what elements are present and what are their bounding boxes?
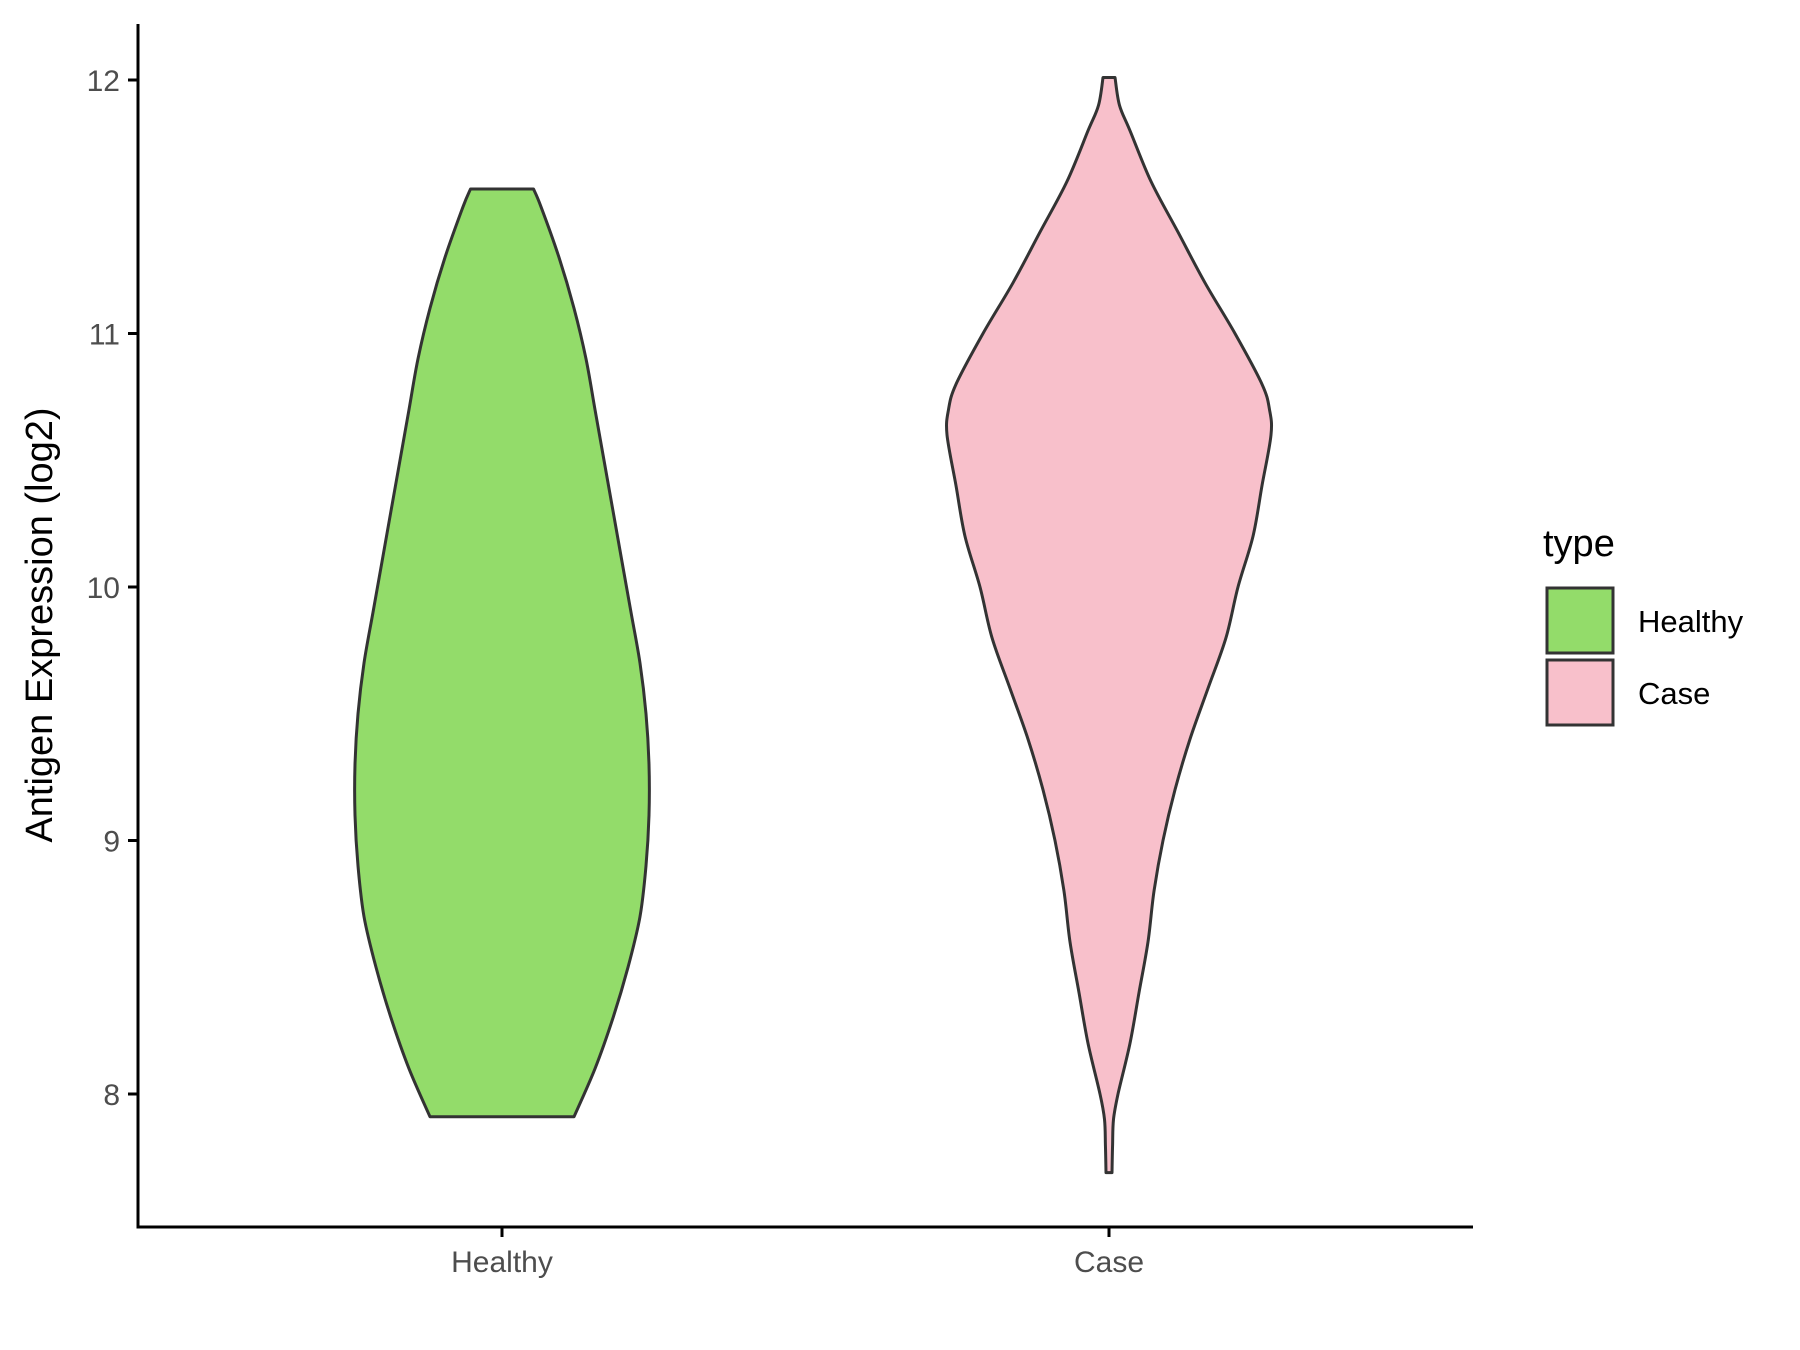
y-axis-ticks: 8 9 10 11 12 — [87, 65, 138, 1112]
legend-label-healthy: Healthy — [1638, 604, 1744, 639]
y-tick-label-8: 8 — [103, 1079, 120, 1112]
plot-area: 8 9 10 11 12 Healthy Case — [87, 24, 1473, 1279]
violin-case — [945, 76, 1274, 1175]
legend-swatch-case — [1545, 658, 1615, 727]
legend-swatch-healthy — [1545, 586, 1615, 655]
y-axis-title: Antigen Expression (log2) — [19, 407, 61, 842]
y-tick-label-12: 12 — [87, 65, 120, 98]
x-tick-label-healthy: Healthy — [451, 1246, 553, 1279]
y-tick-label-11: 11 — [89, 319, 120, 352]
violins — [353, 76, 1274, 1175]
x-tick-label-case: Case — [1074, 1246, 1144, 1279]
legend-label-case: Case — [1638, 676, 1710, 711]
legend: type Healthy Case — [1543, 523, 1744, 727]
legend-title: type — [1543, 523, 1615, 565]
violin-healthy — [353, 187, 651, 1119]
legend-entries: Healthy Case — [1545, 586, 1744, 727]
x-axis-ticks: Healthy Case — [451, 1227, 1144, 1279]
y-tick-label-9: 9 — [103, 826, 120, 859]
y-tick-label-10: 10 — [87, 572, 120, 605]
